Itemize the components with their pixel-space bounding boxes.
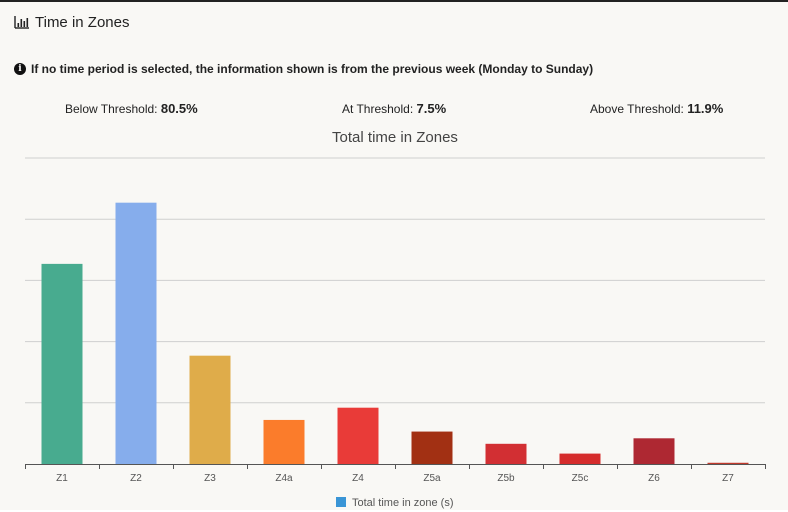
bar-z2[interactable] — [115, 202, 157, 464]
info-icon: i — [14, 63, 26, 75]
bar-z4a[interactable] — [263, 419, 305, 464]
bar-z5a[interactable] — [411, 431, 453, 464]
above-threshold-value: 11.9% — [687, 101, 724, 116]
period-notice-text: If no time period is selected, the infor… — [31, 62, 594, 76]
at-threshold-value: 7.5% — [416, 101, 447, 116]
legend-label: Total time in zone (s) — [352, 497, 453, 509]
x-tick-label: Z3 — [204, 473, 216, 484]
below-threshold-stat: Below Threshold: 80.5% — [65, 101, 198, 116]
x-tick-label: Z7 — [722, 473, 734, 484]
chart-legend[interactable]: Total time in zone (s) — [336, 497, 453, 509]
above-threshold-label: Above Threshold: — [590, 102, 684, 116]
card-header: Time in Zones — [14, 14, 129, 31]
below-threshold-label: Below Threshold: — [65, 102, 158, 116]
bar-z5c[interactable] — [559, 453, 601, 464]
bar-z6[interactable] — [633, 438, 675, 464]
bar-z5b[interactable] — [485, 443, 527, 464]
x-tick-label: Z2 — [130, 473, 142, 484]
x-tick-label: Z5a — [423, 473, 441, 484]
card-title: Time in Zones — [35, 14, 130, 31]
chart-x-axis: Z1 Z2 Z3 Z4a Z4 Z5a Z5b Z5c Z6 Z7 — [25, 464, 766, 484]
bar-chart-icon — [14, 16, 29, 29]
above-threshold-stat: Above Threshold: 11.9% — [590, 101, 723, 116]
below-threshold-value: 80.5% — [160, 101, 198, 116]
x-tick-label: Z5c — [572, 473, 589, 484]
bar-z3[interactable] — [189, 355, 231, 464]
at-threshold-stat: At Threshold: 7.5% — [342, 101, 446, 116]
period-notice: i If no time period is selected, the inf… — [14, 62, 593, 76]
x-tick-label: Z4 — [352, 473, 364, 484]
chart-bars — [41, 202, 749, 464]
at-threshold-label: At Threshold: — [342, 102, 414, 116]
legend-swatch — [336, 497, 346, 507]
x-tick-label: Z5b — [497, 473, 515, 484]
bar-z1[interactable] — [41, 263, 83, 464]
x-tick-label: Z4a — [275, 473, 293, 484]
chart-title: Total time in Zones — [332, 129, 458, 146]
bar-z4[interactable] — [337, 407, 379, 464]
x-tick-label: Z1 — [56, 473, 68, 484]
bar-z7[interactable] — [707, 462, 749, 464]
x-tick-label: Z6 — [648, 473, 660, 484]
